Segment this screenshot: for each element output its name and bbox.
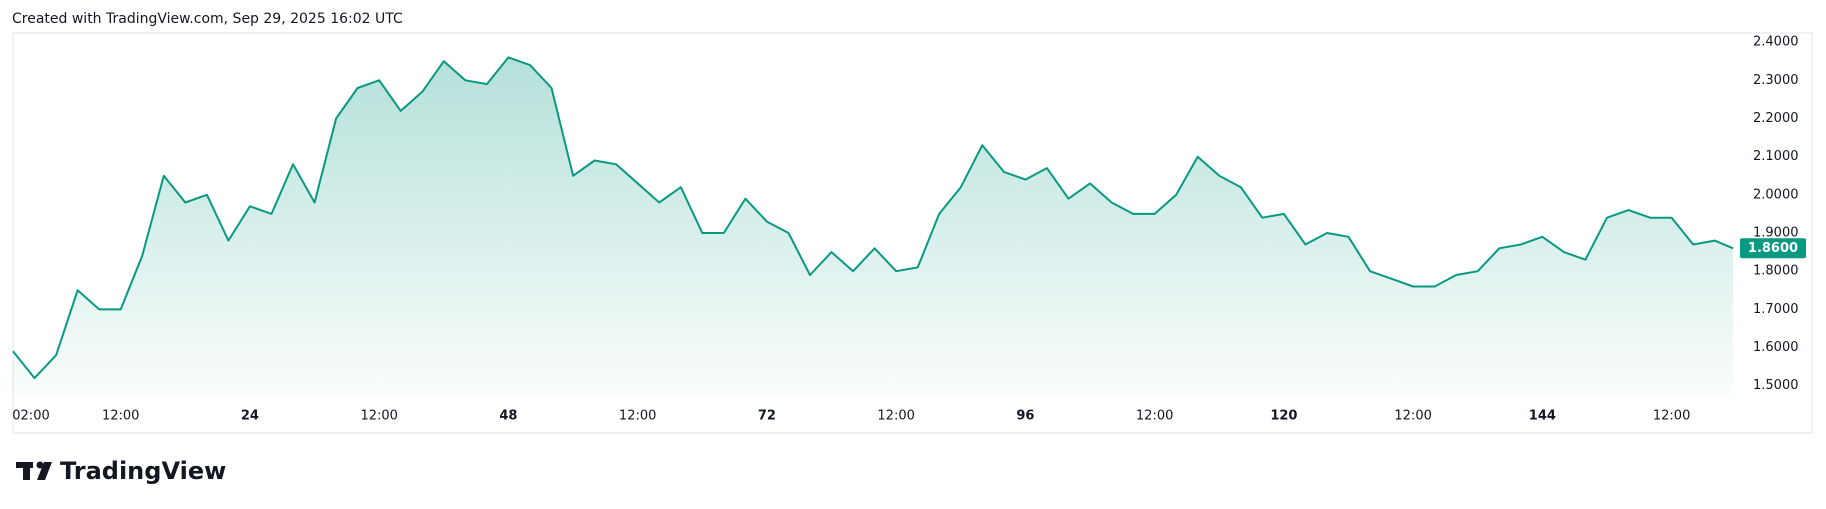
x-tick-label: 12:00 xyxy=(102,409,139,424)
x-tick-label: 48 xyxy=(499,409,517,424)
price-line xyxy=(12,56,1734,380)
area xyxy=(13,57,1733,397)
price-badge xyxy=(1740,238,1806,259)
y-tick-label: 2.1000 xyxy=(1753,149,1799,164)
x-tick-label: 12:00 xyxy=(1136,409,1173,424)
logo-text: TradingView xyxy=(60,457,226,485)
x-tick-label: 72 xyxy=(758,409,776,424)
logo-icon xyxy=(16,461,52,480)
y-tick-label: 1.5000 xyxy=(1753,378,1799,393)
header: Created with TradingView.com, Sep 29, 20… xyxy=(12,11,403,27)
x-tick-label: 12:00 xyxy=(1653,409,1690,424)
y-tick-label: 1.6000 xyxy=(1753,340,1799,355)
price-badge-label: 1.8600 xyxy=(1748,241,1798,256)
y-tick-label: 2.0000 xyxy=(1753,187,1799,202)
x-tick-label: 02:00 xyxy=(12,409,49,424)
y-tick-label: 1.8000 xyxy=(1753,264,1799,279)
x-tick-label: 24 xyxy=(241,409,259,424)
y-tick-label: 2.2000 xyxy=(1753,111,1799,126)
x-tick-label: 144 xyxy=(1529,409,1556,424)
x-tick-label: 12:00 xyxy=(619,409,656,424)
x-tick-label: 120 xyxy=(1270,409,1297,424)
y-tick-label: 2.4000 xyxy=(1753,35,1799,50)
x-tick-label: 12:00 xyxy=(1394,409,1431,424)
chart-frame xyxy=(12,32,1813,434)
x-tick-label: 12:00 xyxy=(877,409,914,424)
y-tick-label: 1.9000 xyxy=(1753,226,1799,241)
x-tick-label: 12:00 xyxy=(360,409,397,424)
y-tick-label: 2.3000 xyxy=(1753,73,1799,88)
y-tick-label: 1.7000 xyxy=(1753,302,1799,317)
x-tick-label: 96 xyxy=(1016,409,1034,424)
